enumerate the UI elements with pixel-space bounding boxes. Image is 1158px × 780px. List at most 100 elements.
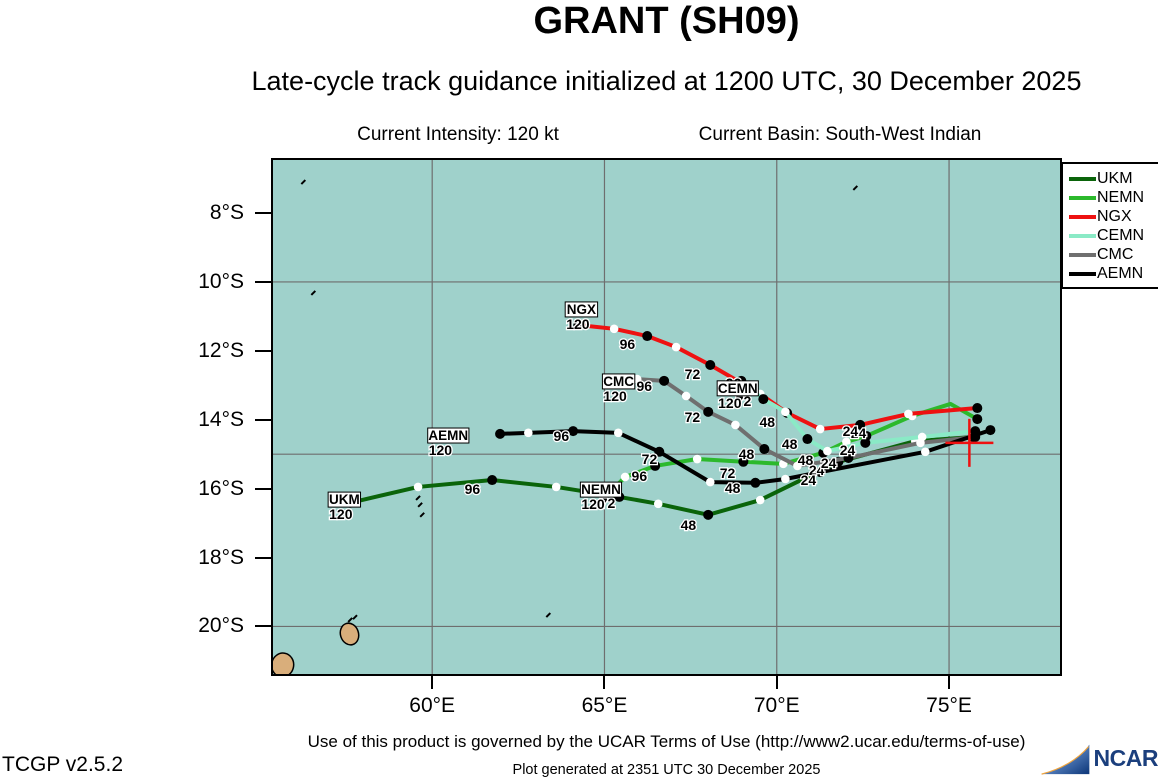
marker-24h-UKM — [487, 475, 498, 486]
current-basin: Current Basin: South-West Indian — [698, 124, 982, 145]
marker-24h-CEMN — [802, 434, 813, 445]
legend-label-NGX: NGX — [1097, 207, 1132, 225]
legend-line-sample-UKM — [1069, 176, 1096, 181]
initial-position-cross — [945, 418, 994, 467]
hour-label-AEMN-48: 48 — [725, 480, 741, 496]
marker-24h-CEMN — [860, 437, 871, 448]
island-corner — [273, 652, 295, 674]
current-intensity: Current Intensity: 120 kt — [357, 124, 559, 145]
y-axis-label-16°S: 16°S — [198, 476, 244, 500]
model-name-label-CEMN: CEMN — [718, 381, 758, 396]
marker-24h-UKM — [703, 509, 714, 520]
model-name-box-NEMN — [579, 481, 623, 498]
marker-24h-NEMN — [650, 460, 661, 471]
ocean-background — [273, 160, 1060, 674]
track-AEMN — [495, 425, 996, 488]
marker-24h-NGX — [642, 331, 653, 342]
model-name-label-CMC: CMC — [603, 374, 634, 389]
hour-label-NEMN-24: 24 — [851, 425, 867, 441]
track-map-canvas: 24487296UKM12024487296NEMN12024487296NGX… — [273, 160, 1060, 674]
model-name-box-CMC — [601, 373, 636, 390]
marker-24h-NGX — [855, 419, 866, 430]
model-name-box-AEMN — [427, 427, 470, 444]
marker-12h-UKM — [413, 482, 423, 492]
land-features — [273, 179, 859, 674]
y-axis-tick-20°S — [255, 625, 272, 628]
marker-24h-CEMN — [758, 394, 769, 405]
marker-24h-NGX — [972, 403, 983, 414]
marker-12h-AEMN — [613, 428, 623, 438]
marker-24h-NEMN — [972, 414, 983, 425]
marker-12h-NGX — [671, 342, 681, 352]
x-axis-label-75°E: 75°E — [926, 694, 972, 717]
x-axis-tick-75°E — [948, 674, 951, 689]
marker-12h-CEMN — [781, 407, 790, 417]
model-name-label-NEMN: NEMN — [581, 482, 621, 497]
track-labels: 24487296UKM12024487296NEMN12024487296NGX… — [327, 301, 868, 534]
marker-12h-NEMN — [620, 472, 630, 482]
island-large — [339, 622, 360, 646]
hour-label-AEMN-120: 120 — [429, 442, 453, 458]
marker-24h-CMC — [703, 406, 714, 417]
y-axis-tick-12°S — [255, 349, 272, 352]
islet-speck — [415, 495, 421, 501]
legend-line-sample-NEMN — [1069, 195, 1096, 200]
marker-12h-UKM — [755, 495, 765, 505]
y-axis-label-18°S: 18°S — [198, 545, 244, 569]
track-map: 24 48 72 96 UKM 120 24 48 72 96 NEMN 120 24 48 72 96 NGX… — [271, 158, 1062, 676]
y-axis-tick-18°S — [255, 556, 272, 559]
hour-label-AEMN-96: 96 — [554, 428, 570, 444]
legend-label-AEMN: AEMN — [1097, 264, 1144, 282]
hour-label-CMC-120: 120 — [603, 388, 627, 404]
terms-of-use-text: Use of this product is governed by the U… — [307, 732, 1026, 751]
hour-label-NGX-48: 48 — [760, 414, 776, 430]
islet-speck — [300, 179, 307, 185]
generated-timestamp: Plot generated at 2351 UTC 30 December 2… — [512, 762, 821, 778]
islet-speck — [545, 612, 552, 618]
x-axis-label-70°E: 70°E — [753, 694, 800, 717]
marker-24h-NGX — [573, 320, 584, 331]
y-axis-label-20°S: 20°S — [198, 614, 244, 638]
legend-label-CMC: CMC — [1097, 245, 1134, 263]
tcgp-version: TCGP v2.5.2 — [2, 753, 123, 776]
hour-label-CEMN-48: 48 — [782, 436, 798, 452]
legend-line-sample-NGX — [1069, 214, 1096, 219]
marker-12h-NGX — [815, 424, 825, 434]
legend-entry-CMC: CMC — [1069, 245, 1158, 264]
legend-label-CEMN: CEMN — [1097, 226, 1145, 244]
marker-24h-NGX — [705, 359, 716, 370]
marker-12h-AEMN — [524, 428, 533, 438]
marker-12h-NGX — [609, 324, 619, 334]
legend-entry-AEMN: AEMN — [1069, 264, 1158, 283]
model-name-label-NGX: NGX — [567, 302, 596, 317]
hour-label-CMC-24: 24 — [821, 455, 837, 471]
marker-24h-CMC — [659, 375, 670, 386]
x-axis-tick-60°E — [431, 674, 434, 689]
ncar-wordmark: NCAR — [1093, 745, 1158, 771]
x-axis-label-65°E: 65°E — [581, 694, 628, 717]
hour-label-NEMN-96: 96 — [632, 468, 648, 484]
marker-12h-UKM — [653, 499, 663, 509]
model-name-box-CEMN — [716, 380, 759, 397]
hour-label-NGX-120: 120 — [566, 316, 590, 332]
legend-line-sample-AEMN — [1069, 271, 1096, 276]
islet-speck — [347, 617, 353, 623]
hour-label-UKM-48: 48 — [681, 517, 697, 533]
islet-speck — [352, 614, 358, 620]
ncar-logo: NCAR — [1040, 737, 1158, 780]
hour-label-CMC-72: 72 — [685, 409, 701, 425]
x-axis-label-60°E: 60°E — [409, 694, 456, 717]
marker-12h-CMC — [916, 438, 925, 448]
y-axis-tick-16°S — [255, 487, 272, 490]
y-axis-label-12°S: 12°S — [198, 338, 244, 362]
hour-label-UKM-96: 96 — [465, 481, 481, 497]
hour-label-NEMN-72: 72 — [720, 465, 736, 481]
marker-24h-CMC — [843, 452, 854, 463]
y-axis-label-14°S: 14°S — [198, 407, 244, 431]
legend-line-sample-CMC — [1069, 252, 1096, 257]
legend-label-UKM: UKM — [1097, 169, 1133, 187]
y-axis-label-10°S: 10°S — [198, 269, 244, 293]
y-axis-tick-10°S — [255, 280, 272, 283]
hour-label-UKM-72: 72 — [600, 495, 616, 511]
